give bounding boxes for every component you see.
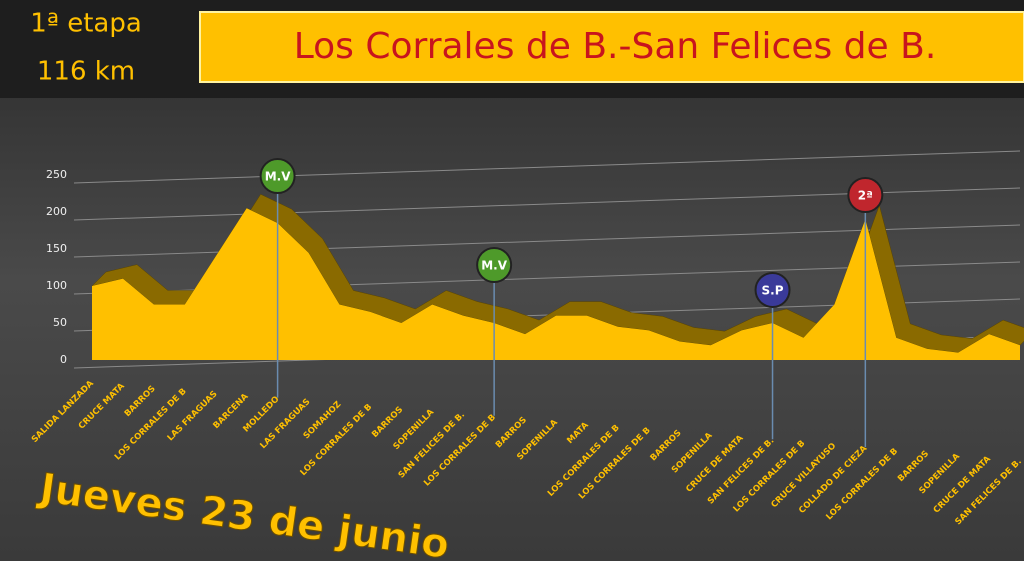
distance-label: 116 km bbox=[37, 57, 135, 87]
y-tick-label: 100 bbox=[46, 279, 67, 292]
title-box bbox=[199, 11, 1024, 83]
marker-badge bbox=[476, 247, 513, 283]
marker-label: M.V bbox=[481, 259, 508, 273]
grid-line bbox=[73, 150, 1021, 184]
area bbox=[92, 208, 1020, 360]
stage-label: 1ª etapa bbox=[30, 9, 142, 39]
y-tick-label: 150 bbox=[46, 242, 67, 255]
marker-badge bbox=[259, 158, 296, 194]
marker-badge bbox=[754, 272, 791, 308]
y-tick-label: 250 bbox=[46, 168, 67, 181]
marker-label: M.V bbox=[265, 170, 292, 184]
y-tick-label: 0 bbox=[60, 353, 67, 366]
marker-badge bbox=[847, 177, 884, 213]
marker-label: 2ª bbox=[858, 189, 873, 203]
title: Los Corrales de B.-San Felices de B. bbox=[294, 26, 937, 67]
marker-label: S.P bbox=[762, 284, 784, 298]
y-tick-label: 50 bbox=[53, 316, 67, 329]
y-tick-label: 200 bbox=[46, 205, 67, 218]
